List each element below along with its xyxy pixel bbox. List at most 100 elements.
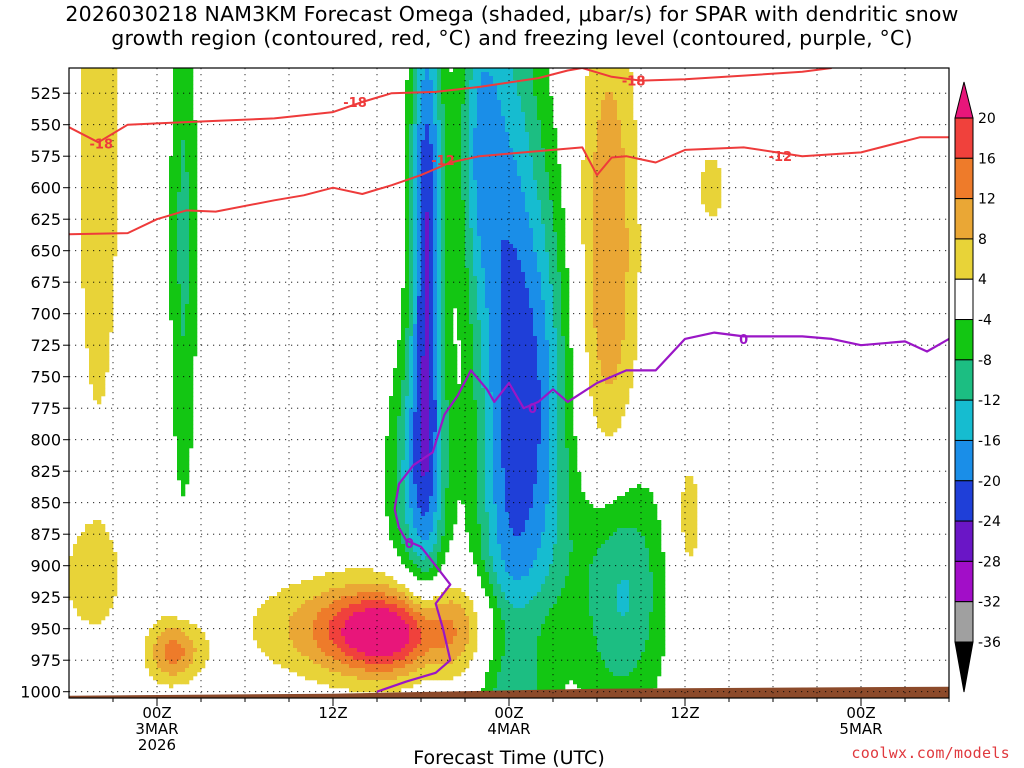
omega-cell <box>561 216 566 221</box>
omega-cell <box>529 332 534 337</box>
omega-cell <box>589 308 594 313</box>
omega-cell <box>633 124 638 129</box>
omega-cell <box>609 172 614 177</box>
omega-cell <box>621 244 626 249</box>
omega-cell <box>441 276 446 281</box>
omega-cell <box>461 100 466 105</box>
omega-cell <box>597 328 602 333</box>
omega-cell <box>705 160 710 165</box>
omega-cell <box>109 148 114 153</box>
omega-cell <box>537 272 542 277</box>
omega-cell <box>193 248 198 253</box>
omega-cell <box>485 348 490 353</box>
omega-cell <box>81 128 86 133</box>
omega-cell <box>421 148 426 153</box>
omega-cell <box>593 76 598 81</box>
omega-cell <box>425 172 430 177</box>
omega-cell <box>521 164 526 169</box>
omega-cell <box>621 80 626 85</box>
omega-cell <box>409 100 414 105</box>
omega-cell <box>601 340 606 345</box>
omega-cell <box>485 180 490 185</box>
omega-cell <box>433 292 438 297</box>
omega-cell <box>485 108 490 113</box>
omega-cell <box>601 336 606 341</box>
omega-cell <box>509 184 514 189</box>
omega-cell <box>589 228 594 233</box>
omega-cell <box>537 336 542 341</box>
omega-cell <box>701 180 706 185</box>
omega-cell <box>457 256 462 261</box>
omega-cell <box>505 268 510 273</box>
omega-cell <box>429 228 434 233</box>
omega-cell <box>433 284 438 289</box>
omega-cell <box>593 132 598 137</box>
omega-cell <box>501 192 506 197</box>
omega-cell <box>413 184 418 189</box>
omega-cell <box>481 120 486 125</box>
omega-cell <box>513 228 518 233</box>
omega-cell <box>93 344 98 349</box>
omega-cell <box>529 276 534 281</box>
omega-cell <box>445 320 450 325</box>
omega-cell <box>413 88 418 93</box>
omega-cell <box>177 88 182 93</box>
omega-cell <box>529 228 534 233</box>
omega-cell <box>401 336 406 341</box>
omega-cell <box>537 328 542 333</box>
omega-cell <box>601 192 606 197</box>
omega-cell <box>481 240 486 245</box>
omega-cell <box>113 244 118 249</box>
omega-cell <box>633 184 638 189</box>
omega-cell <box>489 168 494 173</box>
omega-cell <box>609 252 614 257</box>
omega-cell <box>709 192 714 197</box>
omega-cell <box>421 336 426 341</box>
omega-cell <box>625 80 630 85</box>
omega-cell <box>597 168 602 173</box>
omega-cell <box>501 132 506 137</box>
omega-cell <box>597 300 602 305</box>
omega-cell <box>521 228 526 233</box>
omega-cell <box>457 260 462 265</box>
omega-cell <box>85 224 90 229</box>
omega-cell <box>469 220 474 225</box>
omega-cell <box>617 200 622 205</box>
omega-cell <box>633 188 638 193</box>
omega-cell <box>633 148 638 153</box>
omega-cell <box>105 216 110 221</box>
omega-cell <box>89 224 94 229</box>
omega-cell <box>537 176 542 181</box>
omega-cell <box>189 104 194 109</box>
omega-cell <box>181 148 186 153</box>
omega-cell <box>465 300 470 305</box>
omega-cell <box>609 144 614 149</box>
omega-cell <box>633 168 638 173</box>
omega-cell <box>189 72 194 77</box>
omega-cell <box>533 280 538 285</box>
omega-cell <box>545 208 550 213</box>
omega-cell <box>473 184 478 189</box>
omega-cell <box>173 356 178 361</box>
omega-cell <box>409 132 414 137</box>
omega-cell <box>461 120 466 125</box>
omega-cell <box>465 276 470 281</box>
omega-cell <box>501 180 506 185</box>
omega-cell <box>505 232 510 237</box>
omega-cell <box>517 228 522 233</box>
omega-cell <box>105 96 110 101</box>
omega-cell <box>481 96 486 101</box>
omega-cell <box>413 256 418 261</box>
omega-cell <box>633 236 638 241</box>
omega-cell <box>513 336 518 341</box>
omega-cell <box>193 184 198 189</box>
omega-cell <box>589 348 594 353</box>
omega-cell <box>465 80 470 85</box>
omega-cell <box>421 204 426 209</box>
omega-cell <box>513 312 518 317</box>
omega-cell <box>529 320 534 325</box>
omega-cell <box>617 184 622 189</box>
omega-cell <box>429 96 434 101</box>
omega-cell <box>105 280 110 285</box>
omega-cell <box>537 96 542 101</box>
